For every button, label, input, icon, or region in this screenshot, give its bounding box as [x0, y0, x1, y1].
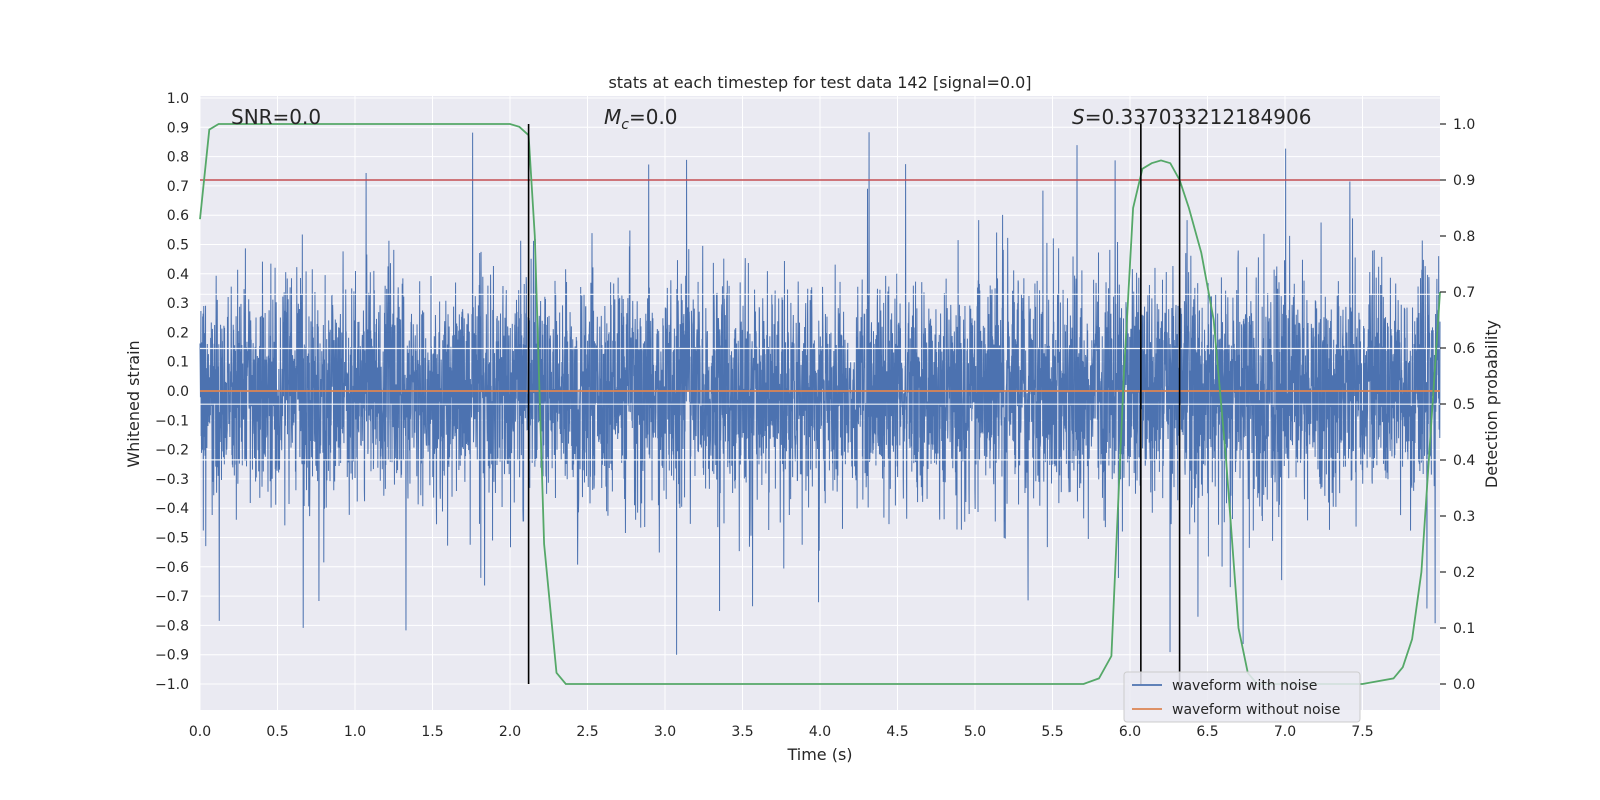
x-tick-label: 0.5 — [266, 724, 288, 740]
y2-tick-label: 0.8 — [1453, 229, 1475, 245]
x-tick-label: 7.5 — [1351, 724, 1373, 740]
mc-subscript: c — [621, 117, 629, 133]
noise-waveform-line — [199, 132, 1441, 655]
legend-box — [1123, 671, 1361, 723]
snr-annotation: SNR=0.0 — [231, 105, 321, 129]
x-tick-label: 6.5 — [1196, 724, 1218, 740]
y2-tick-label: 0.6 — [1453, 341, 1475, 357]
y-tick-label: 0.2 — [167, 325, 189, 341]
x-tick-labels: 0.0 0.5 1.0 1.5 2.0 2.5 3.0 3.5 4.0 4.5 5.0 5.5 6.0 6… — [189, 724, 1374, 740]
y2-tick-label: 0.0 — [1453, 677, 1475, 693]
y-tick-label: 0.3 — [167, 296, 189, 312]
y2-tick-label: 0.4 — [1453, 453, 1475, 469]
y-tick-label: 0.4 — [167, 267, 189, 283]
y-tick-label: −0.4 — [155, 501, 189, 517]
s-value: =0.337033212184906 — [1085, 105, 1312, 129]
noise-waveform — [199, 132, 1441, 655]
legend-label-noise: waveform with noise — [1172, 678, 1317, 694]
x-tick-label: 5.0 — [964, 724, 986, 740]
s-symbol: S — [1072, 105, 1085, 129]
x-tick-label: 4.5 — [886, 724, 908, 740]
chart-title: stats at each timestep for test data 142… — [608, 73, 1031, 92]
y-tick-label: 0.0 — [167, 384, 189, 400]
y-tick-label: 0.7 — [167, 179, 189, 195]
y-tick-label: −0.3 — [155, 472, 189, 488]
data-gaps — [200, 293, 1440, 461]
y-tick-label: −0.1 — [155, 413, 189, 429]
y-tick-label: −0.2 — [155, 443, 189, 459]
y-tick-label: 0.9 — [167, 120, 189, 136]
y-tick-label: 0.6 — [167, 208, 189, 224]
y2-axis-label: Detection probability — [1482, 320, 1501, 488]
y-tick-label: −1.0 — [155, 677, 189, 693]
y-tick-label: −0.5 — [155, 531, 189, 547]
y-tick-label: 1.0 — [167, 91, 189, 107]
y2-tick-label: 0.3 — [1453, 509, 1475, 525]
x-tick-label: 6.0 — [1119, 724, 1141, 740]
y-tick-label: −0.8 — [155, 618, 189, 634]
x-tick-label: 3.0 — [654, 724, 676, 740]
y2-tick-labels: 1.0 0.9 0.8 0.7 0.6 0.5 0.4 0.3 0.2 0.1 0.0 — [1440, 117, 1475, 693]
mc-symbol: M — [604, 105, 621, 129]
x-tick-label: 4.0 — [809, 724, 831, 740]
y-tick-label: −0.7 — [155, 589, 189, 605]
y2-tick-label: 1.0 — [1453, 117, 1475, 133]
y-tick-label: 0.5 — [167, 238, 189, 254]
x-tick-label: 2.5 — [576, 724, 598, 740]
y-tick-labels: 1.0 0.9 0.8 0.7 0.6 0.5 0.4 0.3 0.2 0.1 0.0 −0.1 −0.… — [155, 91, 189, 693]
x-tick-label: 0.0 — [189, 724, 211, 740]
x-tick-label: 1.0 — [344, 724, 366, 740]
vertical-markers — [527, 124, 1181, 684]
y2-tick-label: 0.2 — [1453, 565, 1475, 581]
y2-tick-label: 0.7 — [1453, 285, 1475, 301]
y-axis-label: Whitened strain — [124, 340, 143, 467]
legend: waveform with noise waveform without noi… — [1123, 671, 1361, 723]
mc-annotation: Mc=0.0 — [604, 105, 678, 133]
y-tick-label: −0.9 — [155, 648, 189, 664]
y-tick-label: 0.8 — [167, 150, 189, 166]
y-tick-label: −0.6 — [155, 560, 189, 576]
x-axis-label: Time (s) — [786, 745, 852, 764]
y2-tick-label: 0.5 — [1453, 397, 1475, 413]
x-tick-label: 5.5 — [1041, 724, 1063, 740]
legend-label-clean: waveform without noise — [1172, 702, 1340, 718]
mc-value: =0.0 — [629, 105, 678, 129]
y2-tick-label: 0.9 — [1453, 173, 1475, 189]
y2-tick-label: 0.1 — [1453, 621, 1475, 637]
y-tick-label: 0.1 — [167, 355, 189, 371]
x-tick-label: 2.0 — [499, 724, 521, 740]
x-tick-label: 1.5 — [421, 724, 443, 740]
s-annotation: S=0.337033212184906 — [1072, 105, 1311, 129]
x-tick-label: 7.0 — [1274, 724, 1296, 740]
x-tick-label: 3.5 — [731, 724, 753, 740]
